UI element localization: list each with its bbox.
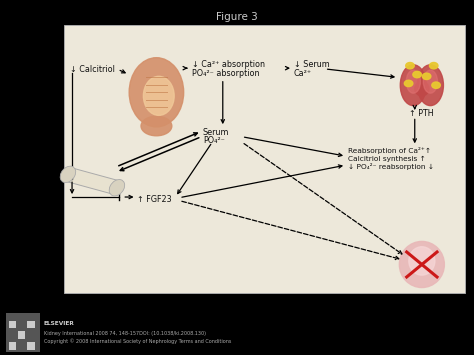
Text: Figure 3: Figure 3 xyxy=(216,12,258,22)
Text: ↑ PTH: ↑ PTH xyxy=(409,109,433,118)
Text: Copyright © 2008 International Society of Nephrology Terms and Conditions: Copyright © 2008 International Society o… xyxy=(44,338,231,344)
Ellipse shape xyxy=(141,116,172,136)
Ellipse shape xyxy=(406,70,420,93)
Ellipse shape xyxy=(415,82,429,96)
Ellipse shape xyxy=(423,70,438,93)
FancyBboxPatch shape xyxy=(18,331,25,339)
Circle shape xyxy=(406,62,414,69)
Circle shape xyxy=(432,82,440,88)
Ellipse shape xyxy=(143,76,174,115)
Circle shape xyxy=(413,71,421,78)
Ellipse shape xyxy=(409,247,435,275)
Text: Kidney International 2008 74, 148-157DOI: (10.1038/ki.2008.130): Kidney International 2008 74, 148-157DOI… xyxy=(44,331,206,336)
FancyBboxPatch shape xyxy=(6,313,40,352)
Circle shape xyxy=(404,80,413,87)
FancyBboxPatch shape xyxy=(9,342,16,350)
FancyBboxPatch shape xyxy=(64,25,465,293)
Circle shape xyxy=(429,62,438,69)
Ellipse shape xyxy=(417,65,444,105)
Text: ↓ Calcitriol: ↓ Calcitriol xyxy=(70,65,115,74)
Ellipse shape xyxy=(109,180,125,196)
Ellipse shape xyxy=(129,58,184,127)
Ellipse shape xyxy=(399,241,444,288)
Circle shape xyxy=(422,73,431,80)
FancyBboxPatch shape xyxy=(64,168,121,195)
Text: ↑ FGF23: ↑ FGF23 xyxy=(137,195,172,204)
Ellipse shape xyxy=(60,166,76,182)
Text: ↓ Ca²⁺ absorption: ↓ Ca²⁺ absorption xyxy=(192,60,265,69)
Text: Calcitriol synthesis ↑: Calcitriol synthesis ↑ xyxy=(348,155,426,162)
Text: PO₄²⁻ absorption: PO₄²⁻ absorption xyxy=(192,69,259,78)
Text: ↓ PO₄²⁻ reabsorption ↓: ↓ PO₄²⁻ reabsorption ↓ xyxy=(348,163,434,170)
Text: ELSEVIER: ELSEVIER xyxy=(44,321,74,326)
FancyBboxPatch shape xyxy=(9,321,16,328)
FancyBboxPatch shape xyxy=(27,321,35,328)
Text: Ca²⁺: Ca²⁺ xyxy=(294,69,312,78)
Text: ↓ Serum: ↓ Serum xyxy=(294,60,329,69)
Ellipse shape xyxy=(400,65,427,105)
FancyBboxPatch shape xyxy=(27,342,35,350)
Text: PO₄²⁻: PO₄²⁻ xyxy=(203,136,225,145)
Text: Reabsorption of Ca²⁺↑: Reabsorption of Ca²⁺↑ xyxy=(348,147,431,154)
Text: Serum: Serum xyxy=(203,127,229,137)
